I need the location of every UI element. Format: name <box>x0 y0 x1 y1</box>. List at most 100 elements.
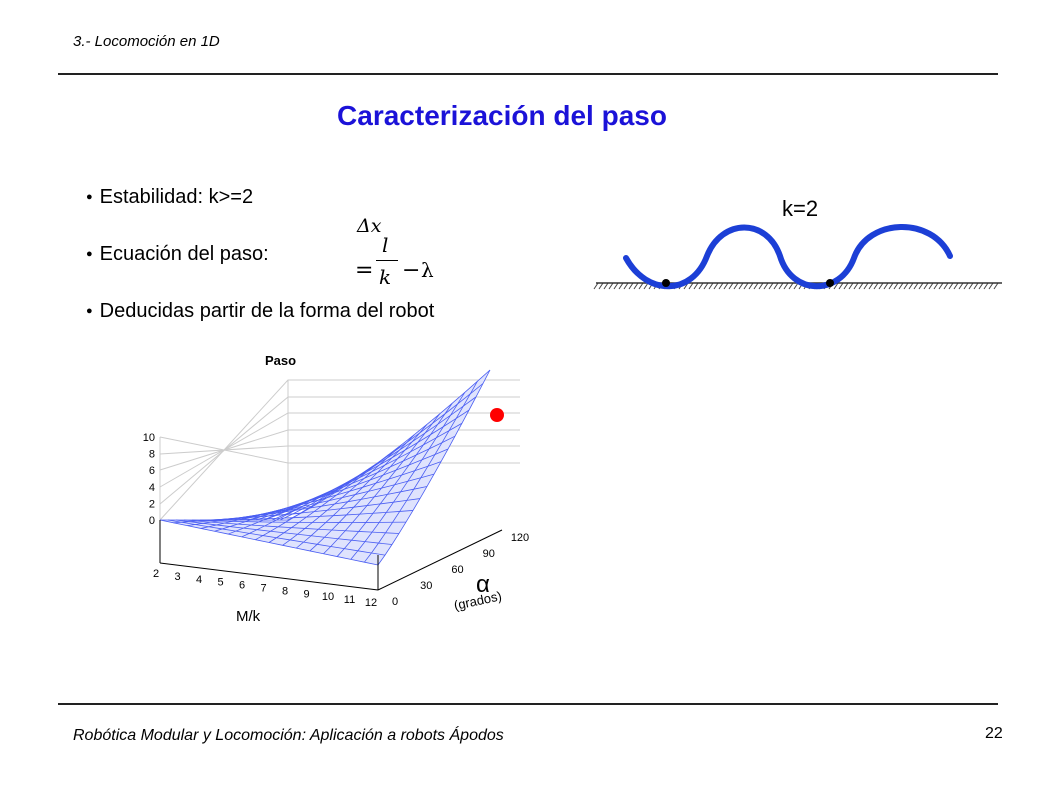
z-tick-label: 4 <box>149 482 155 494</box>
mk-tick-label: 8 <box>282 585 288 597</box>
hatch-mark <box>598 282 604 290</box>
hatch-mark <box>753 282 759 290</box>
wave-figure: k=2 <box>593 196 1002 290</box>
hatch-mark <box>718 282 724 290</box>
equation-k: k <box>379 265 392 289</box>
bullet-marker: ● <box>86 248 93 260</box>
z-tick-label: 6 <box>149 465 155 477</box>
hatch-mark <box>953 282 959 290</box>
hatch-mark <box>843 282 849 290</box>
max-step-point <box>490 408 504 422</box>
surface-fill <box>160 370 490 565</box>
hatch-mark <box>713 282 719 290</box>
hatch-mark <box>968 282 974 290</box>
surface-line <box>159 519 379 566</box>
alpha-tick-label: 120 <box>511 532 529 544</box>
z-axis-ticks: 0 2 4 6 8 10 <box>143 432 155 527</box>
hatch-mark <box>863 282 869 290</box>
bullet-marker: ● <box>86 305 93 317</box>
alpha-symbol: α <box>476 571 490 598</box>
hatch-mark <box>868 282 874 290</box>
equation-delta-x: Δx <box>357 215 382 237</box>
mk-axis-ticks: 2 3 4 5 6 7 8 9 10 11 12 <box>153 568 377 609</box>
z-tick-label: 2 <box>149 498 155 510</box>
hatch-mark <box>938 282 944 290</box>
hatch-mark <box>778 282 784 290</box>
surface-line <box>175 519 393 545</box>
hatch-mark <box>773 282 779 290</box>
plot-axes <box>159 520 503 591</box>
hatch-mark <box>878 282 884 290</box>
hatch-mark <box>768 282 774 290</box>
hatch-mark <box>978 282 984 290</box>
fraction-bar <box>376 260 398 261</box>
alpha-tick-label: 0 <box>392 596 398 608</box>
hatch-mark <box>983 282 989 290</box>
hatch-mark <box>698 282 704 290</box>
surface-line <box>377 369 491 566</box>
alpha-unit: (grados) <box>453 588 503 613</box>
surface-line <box>287 369 491 521</box>
hatch-mark <box>738 282 744 290</box>
hatch-mark <box>723 282 729 290</box>
hatch-mark <box>893 282 899 290</box>
hatch-mark <box>783 282 789 290</box>
hatch-mark <box>923 282 929 290</box>
hatch-mark <box>763 282 769 290</box>
step-surface-plot: Paso 0 2 4 6 8 10 2 3 4 5 6 7 8 9 10 11 12 0 30 60 90 120 M… <box>143 353 529 625</box>
mk-tick-label: 2 <box>153 568 159 580</box>
bullet-deduced: ● Deducidas partir de la forma del robot <box>86 300 434 323</box>
hatch-mark <box>708 282 714 290</box>
hatch-mark <box>848 282 854 290</box>
hatch-mark <box>613 282 619 290</box>
mk-tick-label: 11 <box>344 594 355 606</box>
page-number: 22 <box>985 725 1003 742</box>
contact-point <box>662 279 670 287</box>
hatch-mark <box>918 282 924 290</box>
hatch-mark <box>788 282 794 290</box>
hatch-mark <box>623 282 629 290</box>
hatch-mark <box>838 282 844 290</box>
hatch-mark <box>993 282 999 290</box>
hatch-mark <box>853 282 859 290</box>
hatch-mark <box>643 282 649 290</box>
mk-tick-label: 12 <box>365 597 377 609</box>
surface-line <box>271 396 477 521</box>
hatch-mark <box>628 282 634 290</box>
equation-lambda: λ <box>421 258 434 282</box>
surface-line <box>183 519 400 534</box>
bullet-step-equation: ● Ecuación del paso: <box>86 243 269 266</box>
section-header: 3.- Locomoción en 1D <box>73 33 220 50</box>
alpha-tick-label: 60 <box>451 564 463 576</box>
hatch-mark <box>593 282 599 290</box>
bullet-text: Estabilidad: k>=2 <box>99 186 254 208</box>
hatch-mark <box>618 282 624 290</box>
hatch-mark <box>748 282 754 290</box>
surface-line <box>231 461 442 521</box>
hatch-mark <box>633 282 639 290</box>
plot-title: Paso <box>265 353 296 368</box>
bottom-divider <box>58 703 998 705</box>
mk-tick-label: 6 <box>239 580 245 592</box>
z-tick-label: 0 <box>149 515 155 527</box>
hatch-mark <box>703 282 709 290</box>
surface-line <box>167 519 386 556</box>
equation-minus: − <box>402 258 421 283</box>
hatch-mark <box>903 282 909 290</box>
hatch-mark <box>608 282 614 290</box>
surface-line <box>247 435 456 521</box>
robot-wave-curve <box>623 224 953 290</box>
surface-line <box>263 409 470 521</box>
hatch-mark <box>603 282 609 290</box>
hatch-mark <box>988 282 994 290</box>
hatch-mark <box>858 282 864 290</box>
contact-point <box>826 279 834 287</box>
hatch-mark <box>793 282 799 290</box>
footer-text: Robótica Modular y Locomoción: Aplicació… <box>73 727 504 744</box>
alpha-tick-label: 90 <box>483 548 495 560</box>
bullet-text: Deducidas partir de la forma del robot <box>99 300 435 322</box>
hatch-mark <box>913 282 919 290</box>
top-divider <box>58 73 998 75</box>
hatch-mark <box>888 282 894 290</box>
equation-l: l <box>382 233 389 257</box>
